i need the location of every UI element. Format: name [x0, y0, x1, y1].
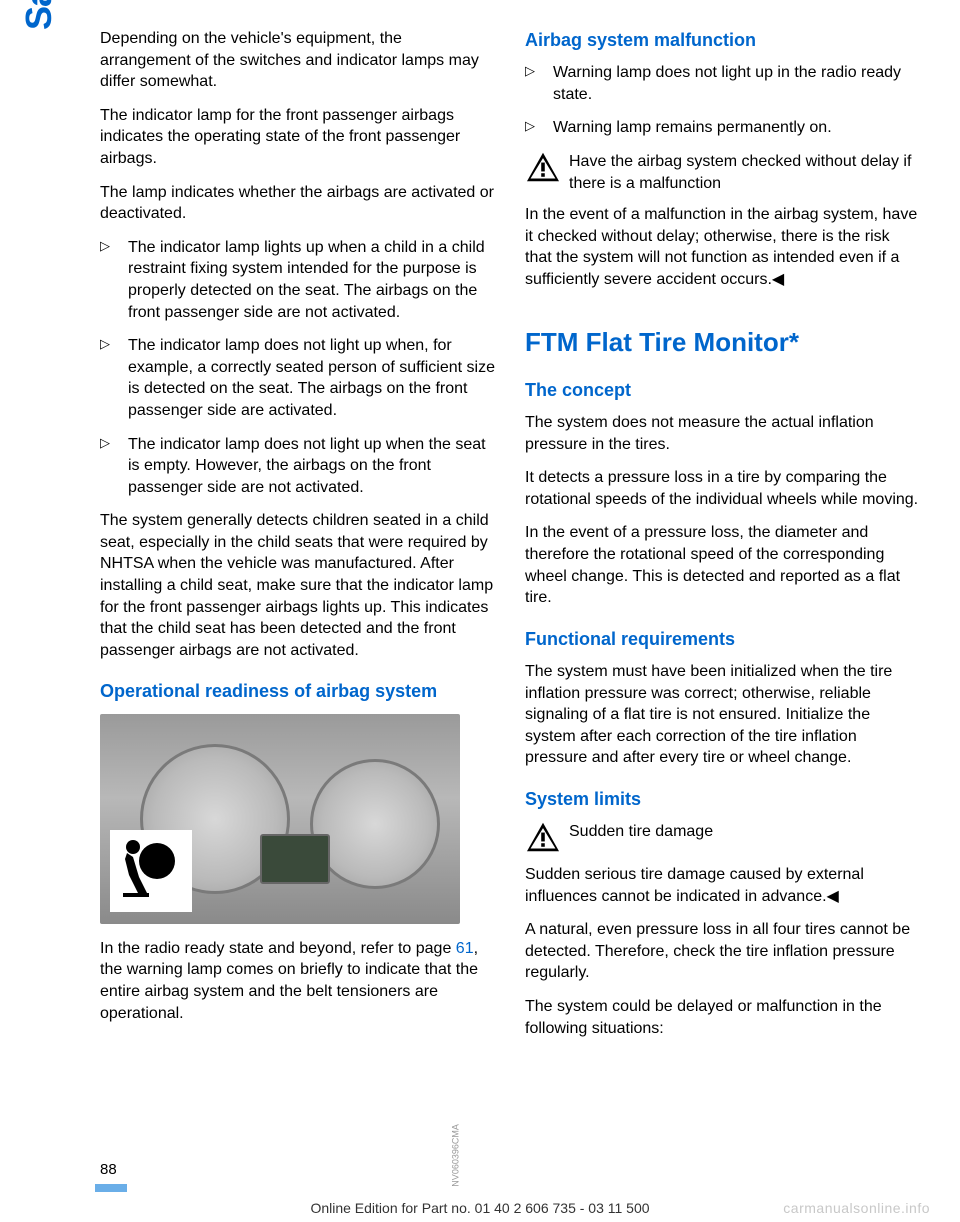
page-number-bar — [95, 1184, 127, 1192]
body-text: A natural, even pressure loss in all fou… — [525, 919, 920, 984]
list-item: ▷ The indicator lamp does not light up w… — [100, 335, 495, 421]
body-text: The system generally detects children se… — [100, 510, 495, 661]
heading-limits: System limits — [525, 787, 920, 811]
bullet-marker: ▷ — [100, 434, 128, 499]
bullet-marker: ▷ — [525, 62, 553, 105]
warning-text: Have the airbag system checked without d… — [569, 151, 920, 194]
heading-ftm: FTM Flat Tire Monitor* — [525, 325, 920, 360]
body-text: In the radio ready state and beyond, ref… — [100, 938, 495, 1024]
page-number: 88 — [100, 1161, 117, 1178]
watermark-text: carmanualsonline.info — [783, 1200, 930, 1216]
body-text: The system must have been initialized wh… — [525, 661, 920, 769]
section-label-text: Safety — [18, 0, 59, 30]
dash-display — [260, 834, 330, 884]
warning-triangle-icon — [525, 151, 561, 194]
list-text: Warning lamp does not light up in the ra… — [553, 62, 920, 105]
dashboard-figure: NV060396CMA — [100, 714, 460, 924]
bullet-list: ▷ Warning lamp does not light up in the … — [525, 62, 920, 139]
airbag-symbol-box — [110, 830, 192, 912]
heading-concept: The concept — [525, 378, 920, 402]
bullet-marker: ▷ — [525, 117, 553, 139]
warning-triangle-icon — [525, 821, 561, 860]
body-text: The indicator lamp for the front passeng… — [100, 105, 495, 170]
warning-text: Sudden tire damage — [569, 821, 920, 860]
page-reference-link[interactable]: 61 — [456, 940, 474, 957]
warning-title: Sudden tire damage — [569, 823, 713, 840]
left-column: Depending on the vehicle's equipment, th… — [100, 28, 495, 1051]
body-text: The lamp indicates whether the airbags a… — [100, 182, 495, 225]
body-text: Depending on the vehicle's equipment, th… — [100, 28, 495, 93]
bullet-marker: ▷ — [100, 237, 128, 323]
body-text: The system could be delayed or malfuncti… — [525, 996, 920, 1039]
body-text: Sudden serious tire damage caused by ext… — [525, 864, 920, 907]
list-text: The indicator lamp lights up when a chil… — [128, 237, 495, 323]
heading-malfunction: Airbag system malfunction — [525, 28, 920, 52]
text-fragment: In the radio ready state and beyond, ref… — [100, 940, 456, 957]
body-text: It detects a pressure loss in a tire by … — [525, 467, 920, 510]
list-item: ▷ Warning lamp does not light up in the … — [525, 62, 920, 105]
list-text: The indicator lamp does not light up whe… — [128, 434, 495, 499]
right-column: Airbag system malfunction ▷ Warning lamp… — [525, 28, 920, 1051]
page-footer: 88 Online Edition for Part no. 01 40 2 6… — [0, 1162, 960, 1222]
heading-functional: Functional requirements — [525, 627, 920, 651]
warning-block: Sudden tire damage — [525, 821, 920, 860]
list-item: ▷ The indicator lamp does not light up w… — [100, 434, 495, 499]
bullet-list: ▷ The indicator lamp lights up when a ch… — [100, 237, 495, 499]
list-item: ▷ Warning lamp remains permanently on. — [525, 117, 920, 139]
list-text: Warning lamp remains permanently on. — [553, 117, 920, 139]
list-item: ▷ The indicator lamp lights up when a ch… — [100, 237, 495, 323]
airbag-icon — [119, 835, 183, 906]
body-text: In the event of a pressure loss, the dia… — [525, 522, 920, 608]
bullet-marker: ▷ — [100, 335, 128, 421]
heading-operational: Operational readiness of airbag system — [100, 679, 495, 703]
body-text: In the event of a malfunction in the air… — [525, 204, 920, 290]
body-text: The system does not measure the actual i… — [525, 412, 920, 455]
list-text: The indicator lamp does not light up whe… — [128, 335, 495, 421]
section-label: Safety — [18, 0, 60, 30]
page-content: Depending on the vehicle's equipment, th… — [100, 28, 920, 1051]
warning-block: Have the airbag system checked without d… — [525, 151, 920, 194]
